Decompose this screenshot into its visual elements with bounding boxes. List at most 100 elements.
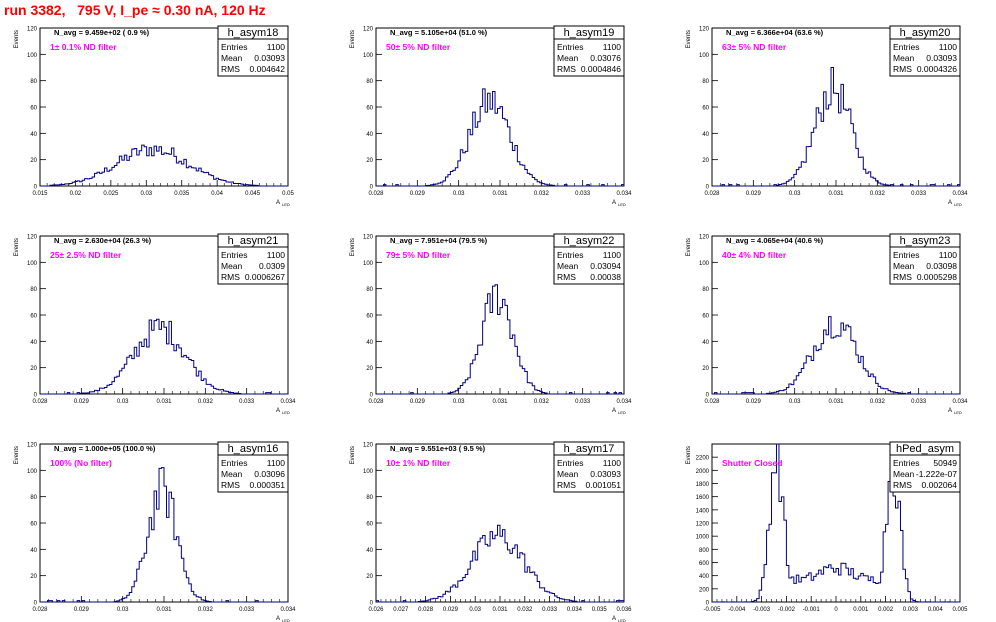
filter-label: 40± 4% ND filter <box>722 250 787 260</box>
y-tick-label: 80 <box>30 79 37 85</box>
stats-value: 0.03094 <box>590 261 621 271</box>
stats-label: Mean <box>893 53 915 63</box>
histogram-panel-h_asym23: 0 20 40 60 80 100 120 0.028 0.029 0.03 0.031 0.032 0… <box>686 233 968 415</box>
filter-label: 1± 0.1% ND filter <box>50 42 117 52</box>
x-tick-label: 0.031 <box>156 607 172 613</box>
filter-label: 10± 1% ND filter <box>386 458 451 468</box>
stats-value: 1100 <box>603 250 622 260</box>
stats-value: 0.03093 <box>590 469 621 479</box>
x-tick-label: 0.029 <box>74 607 90 613</box>
histogram-panel-h_asym18: 0 20 40 60 80 100 120 0.015 0.02 0.025 0.03 0.035 0.… <box>14 25 294 207</box>
stats-value: 0.000351 <box>250 480 286 490</box>
x-tick-label: 0.032 <box>534 399 550 405</box>
stats-box <box>553 25 625 77</box>
y-tick-label: 20 <box>702 366 709 372</box>
stats-label: Mean <box>557 469 579 479</box>
y-tick-label: 1800 <box>696 482 710 488</box>
stats-title: h_asym22 <box>564 235 615 247</box>
y-tick-label: 1000 <box>696 535 710 541</box>
y-tick-label: 40 <box>30 340 37 346</box>
x-tick-label: 0.033 <box>542 607 558 613</box>
y-tick-label: 2000 <box>696 469 710 475</box>
histogram-panel-h_asym21: 0 20 40 60 80 100 120 0.028 0.029 0.03 0.031 0.032 0… <box>14 233 296 415</box>
x-tick-label: 0.025 <box>103 191 119 197</box>
x-axis-label: A <box>612 200 616 206</box>
y-tick-label: 100 <box>27 261 38 267</box>
x-tick-label: -0.002 <box>778 607 796 613</box>
y-axis-label: Events <box>686 446 692 464</box>
histogram-line <box>376 88 625 187</box>
histogram-panel-hPed_asym: 0 200 400 600 800 1000 1200 1400 1600 1800 2000 220… <box>686 441 968 613</box>
x-tick-label: 0.033 <box>575 191 591 197</box>
filter-label: 100% (No filter) <box>50 458 112 468</box>
stats-label: Entries <box>221 458 247 468</box>
y-tick-label: 80 <box>366 495 373 501</box>
y-tick-label: 1200 <box>696 522 710 528</box>
stats-box <box>217 233 289 285</box>
x-tick-label: 0.045 <box>245 191 261 197</box>
y-tick-label: 1600 <box>696 495 710 501</box>
y-tick-label: 120 <box>699 235 710 241</box>
y-tick-label: 20 <box>30 574 37 580</box>
stats-label: Mean <box>557 261 579 271</box>
y-tick-label: 100 <box>27 53 38 59</box>
x-tick-label: 0.03 <box>469 607 481 613</box>
stats-value: -1.222e-07 <box>916 469 957 479</box>
y-axis-label: Events <box>14 30 20 48</box>
x-tick-label: 0.033 <box>911 191 927 197</box>
stats-label: Entries <box>893 250 919 260</box>
stats-label: RMS <box>221 272 240 282</box>
x-tick-label: 0.034 <box>616 191 632 197</box>
stats-value: 0.03098 <box>926 261 957 271</box>
y-tick-label: 100 <box>363 261 374 267</box>
stats-label: Entries <box>221 250 247 260</box>
stats-label: RMS <box>893 272 912 282</box>
stats-title: h_asym23 <box>900 235 951 247</box>
x-axis-label: A <box>612 616 616 622</box>
stats-value: 0.001051 <box>586 480 622 490</box>
y-tick-label: 60 <box>30 522 37 528</box>
x-tick-label: 0.03 <box>789 399 801 405</box>
stats-title: h_asym20 <box>900 27 951 39</box>
filter-label: 63± 5% ND filter <box>722 42 787 52</box>
stats-label: Entries <box>557 42 583 52</box>
stats-label: Entries <box>893 42 919 52</box>
histogram-line <box>40 467 288 603</box>
y-tick-label: 100 <box>27 469 38 475</box>
stats-value: 0.03093 <box>254 53 285 63</box>
navg-label: N_avg = 7.951e+04 (79.5 %) <box>390 236 488 245</box>
x-tick-label: 0.033 <box>575 399 591 405</box>
navg-label: N_avg = 9.551e+03 ( 9.5 %) <box>390 444 486 453</box>
y-tick-label: 80 <box>366 287 373 293</box>
stats-value: 0.0004846 <box>581 64 621 74</box>
stats-title: h_asym18 <box>228 27 279 39</box>
x-tick-label: 0.031 <box>828 399 844 405</box>
histogram-panel-h_asym16: 0 20 40 60 80 100 120 0.028 0.029 0.03 0.031 0.032 0… <box>14 441 296 622</box>
y-tick-label: 800 <box>699 548 710 554</box>
x-tick-label: 0.032 <box>870 191 886 197</box>
histogram-panel-h_asym22: 0 20 40 60 80 100 120 0.028 0.029 0.03 0.031 0.032 0… <box>350 233 632 415</box>
navg-label: N_avg = 6.366e+04 (63.6 %) <box>726 28 824 37</box>
x-tick-label: 0.034 <box>616 399 632 405</box>
stats-label: Mean <box>893 261 915 271</box>
y-axis-label: Events <box>686 238 692 256</box>
stats-value: 1100 <box>267 250 286 260</box>
x-tick-label: 0.029 <box>443 607 459 613</box>
y-tick-label: 80 <box>30 287 37 293</box>
y-tick-label: 20 <box>702 158 709 164</box>
stats-value: 0.00038 <box>590 272 621 282</box>
stats-box <box>217 441 289 493</box>
navg-label: N_avg = 5.105e+04 (51.0 %) <box>390 28 488 37</box>
y-tick-label: 60 <box>366 106 373 112</box>
stats-label: RMS <box>221 480 240 490</box>
y-tick-label: 80 <box>30 495 37 501</box>
y-tick-label: 20 <box>366 574 373 580</box>
x-tick-label: 0.031 <box>828 191 844 197</box>
x-tick-label: 0.004 <box>928 607 944 613</box>
y-tick-label: 40 <box>30 132 37 138</box>
filter-label: 50± 5% ND filter <box>386 42 451 52</box>
stats-label: RMS <box>893 64 912 74</box>
y-tick-label: 120 <box>699 27 710 33</box>
stats-label: RMS <box>893 480 912 490</box>
